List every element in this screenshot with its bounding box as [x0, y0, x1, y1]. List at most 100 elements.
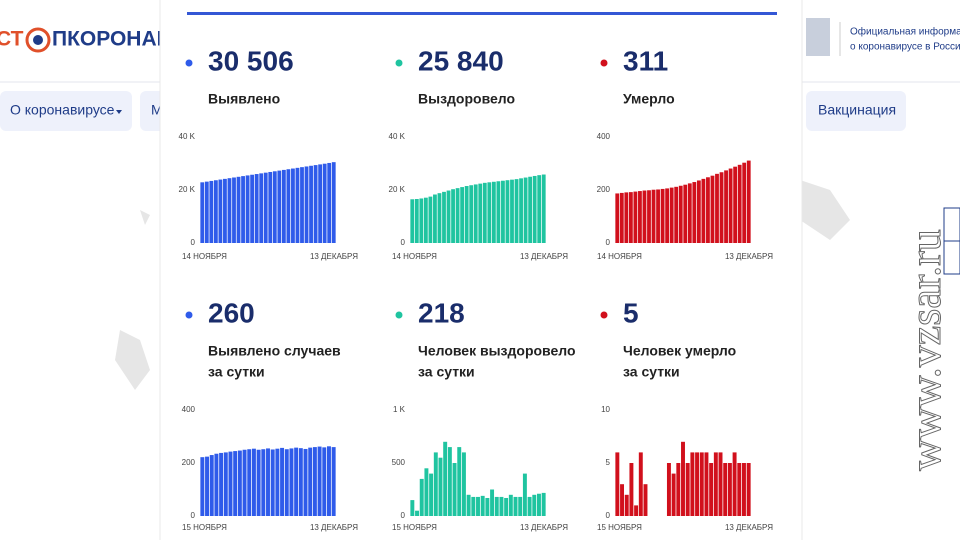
nav-button[interactable] [806, 91, 906, 131]
x-tick-label: 13 ДЕКАБРЯ [725, 523, 773, 532]
bar [696, 180, 701, 243]
bar [724, 170, 728, 243]
stat-value: 5 [623, 297, 639, 328]
bar [304, 166, 309, 243]
bar [428, 196, 433, 243]
bar [261, 449, 266, 516]
stat-label: Выздоровело [418, 91, 515, 107]
stat-label: Умерло [623, 91, 675, 107]
bar [681, 441, 685, 516]
bar [505, 180, 510, 243]
bar [277, 170, 282, 243]
bar [715, 173, 719, 243]
bar [433, 452, 438, 516]
bar [414, 199, 419, 243]
bar [466, 494, 471, 516]
bar [452, 463, 457, 516]
bar [704, 452, 709, 516]
nav-button[interactable] [0, 91, 132, 131]
bar [460, 187, 465, 243]
bar [259, 173, 264, 243]
bar [522, 473, 527, 516]
y-tick-label: 20 K [179, 185, 196, 194]
y-tick-label: 200 [182, 458, 196, 467]
bar [218, 179, 223, 243]
bar [508, 494, 513, 516]
stat-label: Выявлено [208, 91, 280, 107]
bar [741, 463, 746, 516]
legend-dot [395, 311, 403, 319]
bar [263, 172, 268, 243]
bar [732, 452, 737, 516]
bar [419, 198, 424, 243]
bar [723, 463, 728, 516]
bar [437, 193, 442, 243]
nav-label[interactable]: О коронавирусе [10, 102, 115, 118]
bar [532, 494, 537, 516]
bar [228, 451, 233, 516]
bar [687, 183, 692, 243]
bar [510, 179, 514, 243]
bar [204, 181, 209, 243]
bar [464, 186, 469, 243]
bar [451, 189, 455, 243]
bar [541, 174, 546, 243]
dropdown-icon [116, 110, 122, 114]
bar [541, 492, 546, 516]
bar [633, 191, 638, 243]
stat-sublabel: за сутки [208, 364, 265, 380]
y-tick-label: 40 K [179, 132, 196, 141]
x-tick-label: 15 НОЯБРЯ [182, 523, 227, 532]
bar [410, 500, 415, 516]
y-tick-label: 1 K [393, 405, 406, 414]
logo-text: ПКОРОНАВИ [52, 28, 187, 51]
bar [513, 496, 518, 516]
bar [651, 189, 656, 243]
bar [713, 452, 718, 516]
x-tick-label: 13 ДЕКАБРЯ [725, 252, 773, 261]
bar [223, 178, 227, 243]
bar [746, 160, 751, 243]
bar [737, 164, 742, 243]
nav-label[interactable]: М [151, 102, 163, 118]
bar [223, 452, 228, 516]
bar [284, 449, 289, 516]
bar [499, 496, 504, 516]
bar [205, 456, 210, 516]
x-tick-label: 15 НОЯБРЯ [392, 523, 437, 532]
bar [254, 174, 259, 243]
bar [419, 478, 424, 516]
bar [256, 449, 261, 516]
bar [455, 188, 460, 243]
x-tick-label: 13 ДЕКАБРЯ [310, 252, 358, 261]
bar [433, 194, 437, 243]
bar [272, 171, 277, 243]
bar [245, 175, 250, 243]
y-tick-label: 20 K [389, 185, 406, 194]
bar [527, 496, 532, 516]
y-tick-label: 0 [191, 511, 196, 520]
bar [665, 188, 670, 243]
bar [701, 178, 706, 243]
bar [487, 182, 492, 243]
bar [281, 169, 286, 243]
bar [678, 185, 683, 243]
bar [200, 457, 205, 516]
bar [429, 473, 434, 516]
bar [514, 179, 519, 243]
bar [620, 484, 625, 516]
legend-dot [395, 59, 403, 67]
nav-label[interactable]: Вакцинация [818, 102, 896, 118]
bar [519, 178, 523, 243]
bar [624, 192, 629, 243]
bar [326, 446, 331, 516]
bar [709, 463, 714, 516]
bar [242, 449, 247, 516]
y-tick-label: 500 [392, 458, 406, 467]
bar [331, 447, 336, 516]
y-tick-label: 200 [597, 185, 611, 194]
bar [629, 463, 634, 516]
bar [469, 185, 474, 243]
bar [699, 452, 704, 516]
